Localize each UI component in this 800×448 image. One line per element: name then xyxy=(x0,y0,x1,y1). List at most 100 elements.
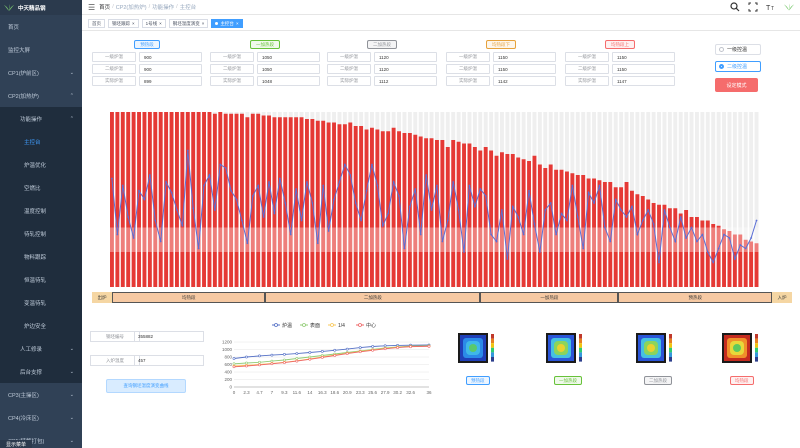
temperature-bar xyxy=(240,113,244,287)
colorbar-swatch xyxy=(491,357,494,362)
core-temperature-point xyxy=(289,233,292,236)
core-temperature-point xyxy=(560,212,563,215)
sidebar-subitem[interactable]: 恒温待轧 xyxy=(0,268,82,291)
core-temperature-point xyxy=(392,181,395,183)
sidebar-item[interactable]: CP1(炉前区) ⌄ xyxy=(0,61,82,84)
hamburger-icon[interactable]: ☰ xyxy=(88,2,96,12)
breadcrumb-item[interactable]: 功能操作 xyxy=(152,5,175,11)
breadcrumb-item[interactable]: CP2(加热炉) xyxy=(115,5,147,11)
temperature-bar xyxy=(137,112,141,287)
temperature-bar xyxy=(229,113,234,287)
sidebar-item[interactable]: 后台支撑 ⌄ xyxy=(0,360,82,383)
active-dot-icon xyxy=(215,22,219,25)
mode-radio-level1[interactable]: 一级控温 xyxy=(715,44,761,55)
core-temperature-point xyxy=(533,223,536,225)
chevron-down-icon: ⌄ xyxy=(69,414,74,421)
core-temperature-point xyxy=(268,181,270,183)
series-point xyxy=(308,351,312,354)
core-temperature-point xyxy=(148,174,151,176)
sidebar-subitem[interactable]: 炉边安全 xyxy=(0,314,82,337)
core-temperature-point xyxy=(750,237,753,239)
temperature-bar xyxy=(575,175,580,287)
core-temperature-point xyxy=(555,233,558,236)
tag-item[interactable]: 首页 xyxy=(88,19,105,28)
tag-item[interactable]: 主控台 × xyxy=(211,19,243,28)
search-icon[interactable] xyxy=(730,2,740,12)
sidebar-subitem[interactable]: 空燃比 xyxy=(0,176,82,199)
sidebar-item[interactable]: 监控大屏 xyxy=(0,38,82,61)
mode-radio-level2[interactable]: 二级控温 xyxy=(715,61,761,72)
core-temperature-point xyxy=(706,251,709,253)
zone-name-button[interactable]: 二加热段 xyxy=(367,40,397,49)
temperature-bar xyxy=(489,150,494,287)
sidebar-subitem[interactable]: 变温待轧 xyxy=(0,291,82,314)
breadcrumb-item[interactable]: 主控台 xyxy=(179,5,197,11)
sidebar-subitem-label: 变温待轧 xyxy=(24,300,47,307)
core-temperature-point xyxy=(186,149,189,152)
query-temperature-curve-button[interactable]: 查询钢坯温度演变曲线 xyxy=(106,379,186,393)
close-icon[interactable]: × xyxy=(201,21,205,26)
sidebar-subitem[interactable]: 物料跟踪 xyxy=(0,245,82,268)
x-tick-label: 0 xyxy=(233,390,236,395)
heatmap-zone-button[interactable]: 一加热段 xyxy=(554,376,582,385)
billet-id-label: 钢坯编号 xyxy=(90,331,140,342)
temperature-bar xyxy=(218,112,223,287)
tag-item[interactable]: 钢坯温度演变 × xyxy=(168,19,209,28)
sidebar-item[interactable]: CP2(加热炉) ⌃ xyxy=(0,84,82,107)
core-temperature-point xyxy=(371,163,373,166)
set-mode-button[interactable]: 设定模式 xyxy=(715,78,758,92)
zone-name-button[interactable]: 均热段下 xyxy=(486,40,516,49)
close-icon[interactable]: × xyxy=(132,21,135,26)
core-temperature-point xyxy=(538,251,541,253)
zone-name-button[interactable]: 预热段 xyxy=(134,40,160,49)
sidebar-item[interactable]: CP3(主操区) ⌄ xyxy=(0,383,82,406)
close-icon[interactable]: × xyxy=(159,21,162,26)
heatmap-zone-button[interactable]: 预热段 xyxy=(466,376,490,385)
radio-circle-icon xyxy=(719,47,724,52)
heatmap-zone-button[interactable]: 二加热段 xyxy=(644,376,672,385)
x-tick-label: 18.6 xyxy=(330,390,339,395)
heatmap-zone-button[interactable]: 均热段 xyxy=(730,376,754,385)
sidebar-subitem[interactable]: 主控台 xyxy=(0,130,82,153)
show-menu-tag[interactable]: 显示菜单 xyxy=(0,440,32,448)
zone-name-button[interactable]: 一加热段 xyxy=(250,40,280,49)
sidebar-subitem[interactable]: 炉温优化 xyxy=(0,153,82,176)
sidebar-item[interactable]: 首页 xyxy=(0,15,82,38)
temperature-bar xyxy=(191,112,196,287)
temperature-bar xyxy=(462,143,466,287)
core-temperature-point xyxy=(316,242,319,245)
temperature-bar xyxy=(294,117,299,287)
sidebar-item[interactable]: CP4(冷床区) ⌄ xyxy=(0,406,82,429)
sidebar-subitem[interactable]: 待轧控制 xyxy=(0,222,82,245)
billet-id-input[interactable]: 355882 xyxy=(134,331,204,342)
temperature-bar xyxy=(305,119,309,287)
zone-name-button[interactable]: 均热段上 xyxy=(605,40,635,49)
core-temperature-point xyxy=(273,212,276,215)
sidebar-group-function[interactable]: 功能操作 ⌃ xyxy=(0,107,82,130)
sidebar-subitem[interactable]: 温度控制 xyxy=(0,199,82,222)
tag-item[interactable]: 钢坯跟踪 × xyxy=(108,19,139,28)
temperature-bar xyxy=(147,112,152,287)
series-point xyxy=(270,353,274,357)
temp-label: 实际炉温 xyxy=(565,76,609,86)
bar-background xyxy=(716,112,721,287)
core-temperature-point xyxy=(728,237,731,239)
sidebar-item[interactable]: 人工修录 ⌄ xyxy=(0,337,82,360)
breadcrumb-item[interactable]: 首页 xyxy=(99,5,111,11)
tag-item[interactable]: 1号线 × xyxy=(141,19,166,28)
temperature-bar xyxy=(483,147,488,287)
temp-label: 二级炉温 xyxy=(210,64,254,74)
colorbar-swatch xyxy=(579,334,582,339)
temperature-bar xyxy=(494,155,499,287)
series-point xyxy=(258,360,261,364)
entry-temp-input[interactable]: 457 xyxy=(134,355,204,366)
close-icon[interactable]: × xyxy=(235,21,239,26)
radio-circle-icon xyxy=(719,64,724,69)
fullscreen-icon[interactable] xyxy=(748,2,758,12)
user-avatar-icon[interactable] xyxy=(784,2,794,12)
logo-text: 中天精品钢 xyxy=(18,5,46,12)
colorbar-swatch xyxy=(579,357,582,362)
temperature-bar xyxy=(667,208,672,287)
